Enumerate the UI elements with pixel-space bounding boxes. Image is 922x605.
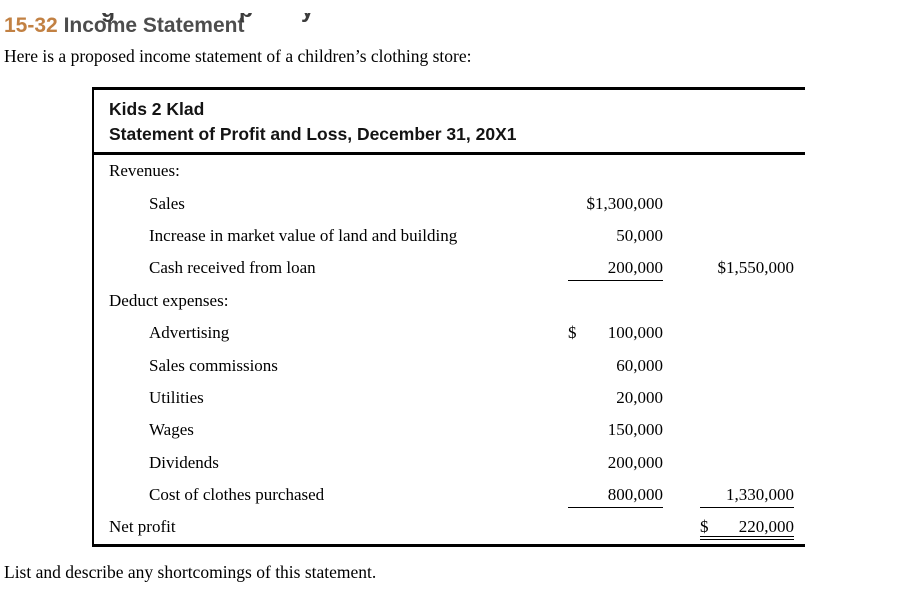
row-label: Net profit xyxy=(109,517,176,537)
problem-title: Income Statement xyxy=(63,14,245,37)
amount-col2: 1,330,000 xyxy=(700,482,794,509)
statement-row: Wages 150,000 xyxy=(94,414,805,446)
cropped-text-fragment: g xyxy=(101,13,115,22)
amount-col1: 60,000 xyxy=(616,355,663,375)
amount-col2 xyxy=(700,450,794,476)
amount-col1: 800,000 xyxy=(568,482,663,509)
row-label: Cash received from loan xyxy=(149,258,316,278)
row-label: Increase in market value of land and bui… xyxy=(149,225,458,245)
cropped-text-fragment: y xyxy=(301,13,314,22)
amount-col1 xyxy=(568,514,663,540)
amount-value: 220,000 xyxy=(738,517,794,537)
statement-title: Statement of Profit and Loss, December 3… xyxy=(109,124,517,144)
statement-row: Sales $1,300,000 xyxy=(94,187,805,219)
dollar-sign: $ xyxy=(700,517,709,537)
cropped-text-fragment: p xyxy=(239,13,253,22)
amount-col2: $220,000 xyxy=(700,514,794,541)
statement-row: Revenues: xyxy=(94,155,805,187)
row-label: Revenues: xyxy=(109,161,180,181)
amount-col1: 150,000 xyxy=(607,420,663,440)
row-label: Sales xyxy=(149,193,185,213)
cropped-previous-line: g p y xyxy=(0,13,922,22)
row-label: Sales commissions xyxy=(149,355,278,375)
amount-col2 xyxy=(700,191,794,217)
statement-row: Cash received from loan 200,000 $1,550,000 xyxy=(94,252,805,284)
amount-col1: 50,000 xyxy=(616,225,663,245)
row-label: Dividends xyxy=(149,452,219,472)
statement-row: Sales commissions 60,000 xyxy=(94,349,805,381)
statement-row: Increase in market value of land and bui… xyxy=(94,220,805,252)
statement-row: Advertising $100,000 xyxy=(94,317,805,349)
amount-col2 xyxy=(700,353,794,379)
amount-col1 xyxy=(568,158,663,184)
amount-col2 xyxy=(700,288,794,314)
income-statement-table: Kids 2 Klad Statement of Profit and Loss… xyxy=(92,87,805,547)
amount-col2 xyxy=(700,320,794,346)
problem-heading: 15-32 Income Statement xyxy=(4,13,922,39)
row-label: Deduct expenses: xyxy=(109,290,229,310)
amount-col2 xyxy=(700,385,794,411)
statement-row: Utilities 20,000 xyxy=(94,382,805,414)
question-text: List and describe any shortcomings of th… xyxy=(4,561,377,582)
intro-text: Here is a proposed income statement of a… xyxy=(4,46,472,66)
amount-col2 xyxy=(700,158,794,184)
statement-row: Cost of clothes purchased 800,000 1,330,00… xyxy=(94,479,805,511)
amount-col1: 200,000 xyxy=(607,452,663,472)
statement-rows: Revenues: Sales $1,300,000 Increase in mark… xyxy=(94,155,805,544)
amount-col1: $100,000 xyxy=(568,320,663,346)
statement-header: Kids 2 Klad Statement of Profit and Loss… xyxy=(94,90,805,155)
row-label: Cost of clothes purchased xyxy=(149,485,325,505)
amount-col2: $1,550,000 xyxy=(717,258,795,278)
statement-row: Deduct expenses: xyxy=(94,285,805,317)
amount-col1: 200,000 xyxy=(568,255,663,282)
row-label: Utilities xyxy=(149,387,204,407)
statement-row: Dividends 200,000 xyxy=(94,447,805,479)
row-label: Advertising xyxy=(149,323,230,343)
statement-row: Net profit $220,000 xyxy=(94,511,805,543)
company-name: Kids 2 Klad xyxy=(109,99,205,119)
amount-col1: $1,300,000 xyxy=(586,193,664,213)
row-label: Wages xyxy=(149,420,194,440)
problem-number: 15-32 xyxy=(4,14,58,37)
amount-col2 xyxy=(700,417,794,443)
amount-col1 xyxy=(568,288,663,314)
amount-col2 xyxy=(700,223,794,249)
amount-col1: 20,000 xyxy=(616,387,663,407)
amount-value: 100,000 xyxy=(607,323,663,343)
dollar-sign: $ xyxy=(568,323,577,343)
